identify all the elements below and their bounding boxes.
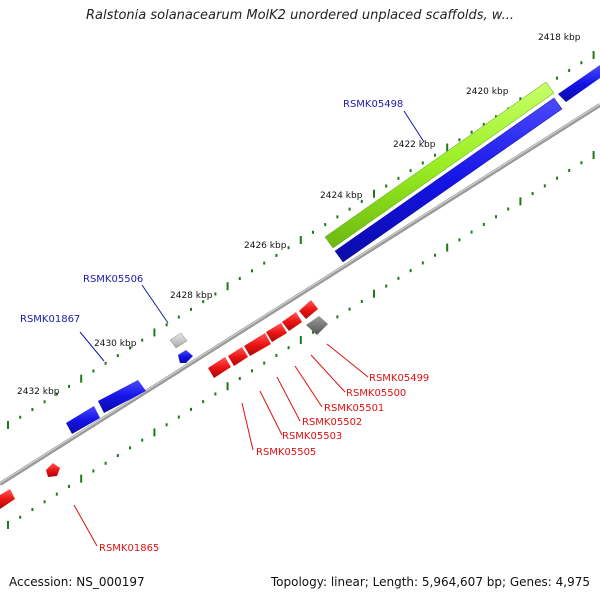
axis-labels: 2418 kbp 2420 kbp 2422 kbp 2424 kbp 2426… [17, 33, 581, 397]
gene-rsmk01867[interactable] [66, 380, 146, 434]
gene-label[interactable]: RSMK05503 [282, 431, 342, 442]
gene-label[interactable]: RSMK01867 [20, 314, 80, 325]
sequence-backbone [0, 103, 600, 486]
gene-rsmk05501[interactable] [282, 312, 302, 331]
gene-rsmk05503[interactable] [244, 333, 271, 356]
gene-labels-top: RSMK05498 RSMK05506 RSMK01867 [20, 99, 403, 325]
outer-tick-marks [7, 51, 595, 429]
forward-genes [66, 65, 600, 434]
gene-rsmk05506[interactable] [169, 332, 188, 349]
tick-label: 2426 kbp [244, 241, 287, 251]
gene-label[interactable]: RSMK05499 [369, 373, 429, 384]
accession-info: Accession: NS_000197 [9, 575, 145, 589]
gene-rsmk05505-b[interactable] [208, 357, 231, 378]
tick-label: 2432 kbp [17, 387, 60, 397]
gene-label[interactable]: RSMK05498 [343, 99, 403, 110]
gene-rsmk05499[interactable] [306, 316, 328, 335]
accession-label: Accession: [9, 575, 73, 589]
gene-label[interactable]: RSMK05506 [83, 274, 143, 285]
gene-rsmk05505-a[interactable] [228, 347, 248, 366]
gene-label[interactable]: RSMK05500 [346, 388, 406, 399]
tick-label: 2430 kbp [94, 339, 137, 349]
gene-forward-edge[interactable] [558, 65, 600, 102]
gene-label[interactable]: RSMK01865 [99, 543, 159, 554]
gene-rsmk05498[interactable] [324, 81, 555, 249]
gene-labels-bottom: RSMK05499 RSMK05500 RSMK05501 RSMK05502 … [99, 373, 429, 554]
reverse-genes [0, 300, 328, 509]
gene-label[interactable]: RSMK05502 [302, 417, 362, 428]
gene-small-forward[interactable] [178, 350, 193, 363]
tick-label: 2422 kbp [393, 140, 436, 150]
tick-label: 2428 kbp [170, 291, 213, 301]
accession-value: NS_000197 [76, 575, 145, 589]
gene-rsmk01865[interactable] [46, 463, 60, 477]
gene-forward-long[interactable] [334, 97, 563, 263]
gene-rsmk05500[interactable] [299, 300, 318, 319]
tick-label: 2418 kbp [538, 33, 581, 43]
genome-stats: Topology: linear; Length: 5,964,607 bp; … [270, 575, 590, 589]
gene-label[interactable]: RSMK05501 [324, 403, 384, 414]
tick-label: 2420 kbp [466, 87, 509, 97]
label-connectors [73, 110, 425, 547]
tick-label: 2424 kbp [320, 191, 363, 201]
gene-reverse-edge[interactable] [0, 489, 15, 509]
gene-label[interactable]: RSMK05505 [256, 447, 316, 458]
gene-rsmk05502[interactable] [266, 323, 287, 342]
map-title: Ralstonia solanacearum MolK2 unordered u… [85, 8, 514, 23]
